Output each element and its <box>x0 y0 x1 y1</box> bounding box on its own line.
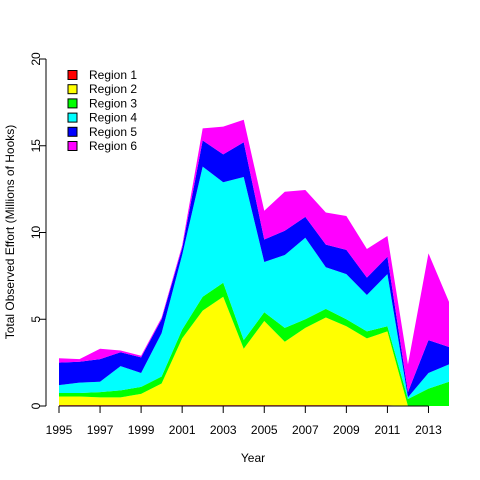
area-region-5 <box>59 140 449 398</box>
area-region-2 <box>59 296 449 406</box>
y-tick-label: 5 <box>29 316 43 323</box>
legend-swatch-region-5 <box>67 126 78 137</box>
x-tick-label: 1995 <box>46 423 73 437</box>
axes: 1995 1997 1999 2001 2003 2005 2007 2009 2011 2013… <box>29 52 442 437</box>
y-tick-label: 15 <box>29 139 43 153</box>
legend-swatch-region-4 <box>67 112 78 123</box>
x-tick-label: 2009 <box>333 423 360 437</box>
x-tick-label: 2013 <box>415 423 442 437</box>
legend-label-region-3: Region 3 <box>89 96 137 110</box>
legend-swatch-region-6 <box>67 141 78 151</box>
x-tick-label: 1999 <box>128 423 155 437</box>
area-region-6 <box>59 119 449 393</box>
legend-label-region-5: Region 5 <box>89 125 137 139</box>
legend-label-region-4: Region 4 <box>89 111 137 125</box>
y-tick-label: 0 <box>29 402 43 409</box>
y-axis-title: Total Observed Effort (Millions of Hooks… <box>3 125 17 340</box>
y-tick-label: 20 <box>29 52 43 66</box>
area-layers <box>59 119 449 406</box>
x-tick-label: 2007 <box>292 423 319 437</box>
x-axis-title: Year <box>241 451 265 465</box>
x-tick-label: 2003 <box>210 423 237 437</box>
legend-label-region-2: Region 2 <box>89 82 137 96</box>
x-tick-label: 2005 <box>251 423 278 437</box>
legend-swatch-region-1 <box>67 70 78 80</box>
y-tick-label: 10 <box>29 226 43 240</box>
legend-label-region-6: Region 6 <box>89 139 137 153</box>
x-tick-label: 2011 <box>375 423 401 437</box>
x-tick-label: 2001 <box>169 423 196 437</box>
legend-label-region-1: Region 1 <box>89 68 137 82</box>
x-tick-label: 1997 <box>87 423 114 437</box>
legend-swatch-region-3 <box>67 98 78 109</box>
legend-swatch-region-2 <box>67 84 78 95</box>
area-region-4 <box>59 166 449 400</box>
area-region-3 <box>59 282 449 406</box>
